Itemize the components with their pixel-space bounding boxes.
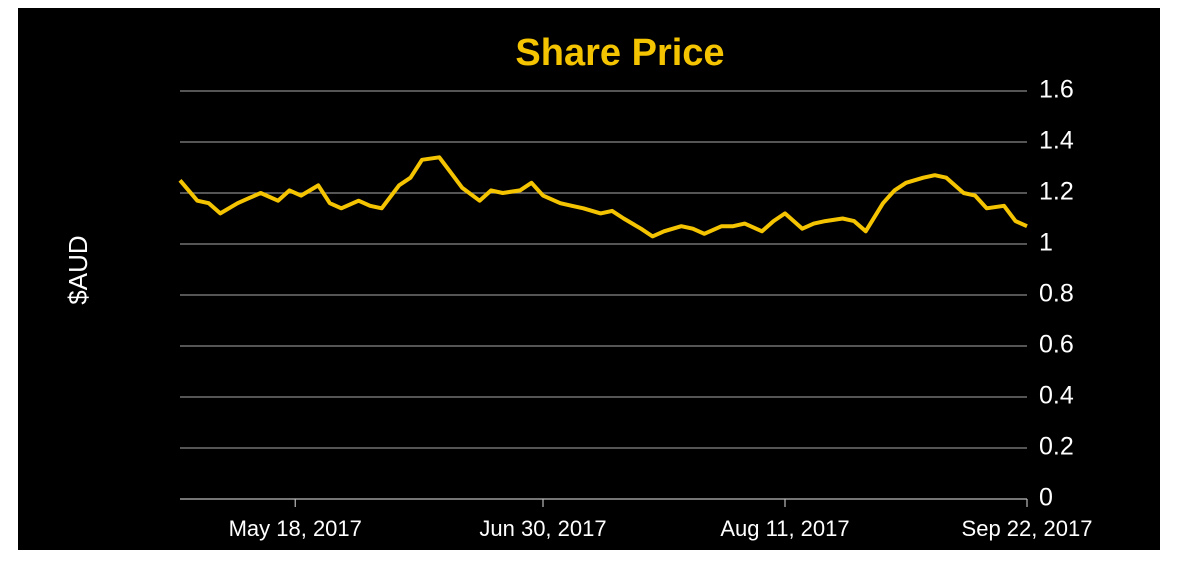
chart-title: Share Price <box>515 32 724 74</box>
y-tick-label: 0.2 <box>1039 433 1074 461</box>
chart-background <box>18 8 1160 550</box>
y-tick-label: 0 <box>1039 484 1053 512</box>
price-line <box>178 155 1028 239</box>
y-tick-label: 0.6 <box>1039 331 1074 359</box>
x-tick-label: May 18, 2017 <box>229 516 362 541</box>
y-axis-label: $AUD <box>63 235 93 304</box>
y-tick-label: 0.8 <box>1039 280 1074 308</box>
y-tick-label: 1.6 <box>1039 76 1074 104</box>
x-tick-label: Sep 22, 2017 <box>962 516 1093 541</box>
y-tick-label: 1 <box>1039 229 1053 257</box>
x-tick-label: Aug 11, 2017 <box>720 516 849 541</box>
y-tick-label: 0.4 <box>1039 382 1074 410</box>
x-tick-label: Jun 30, 2017 <box>479 516 606 541</box>
y-tick-label: 1.2 <box>1039 178 1074 206</box>
y-tick-label: 1.4 <box>1039 127 1074 155</box>
